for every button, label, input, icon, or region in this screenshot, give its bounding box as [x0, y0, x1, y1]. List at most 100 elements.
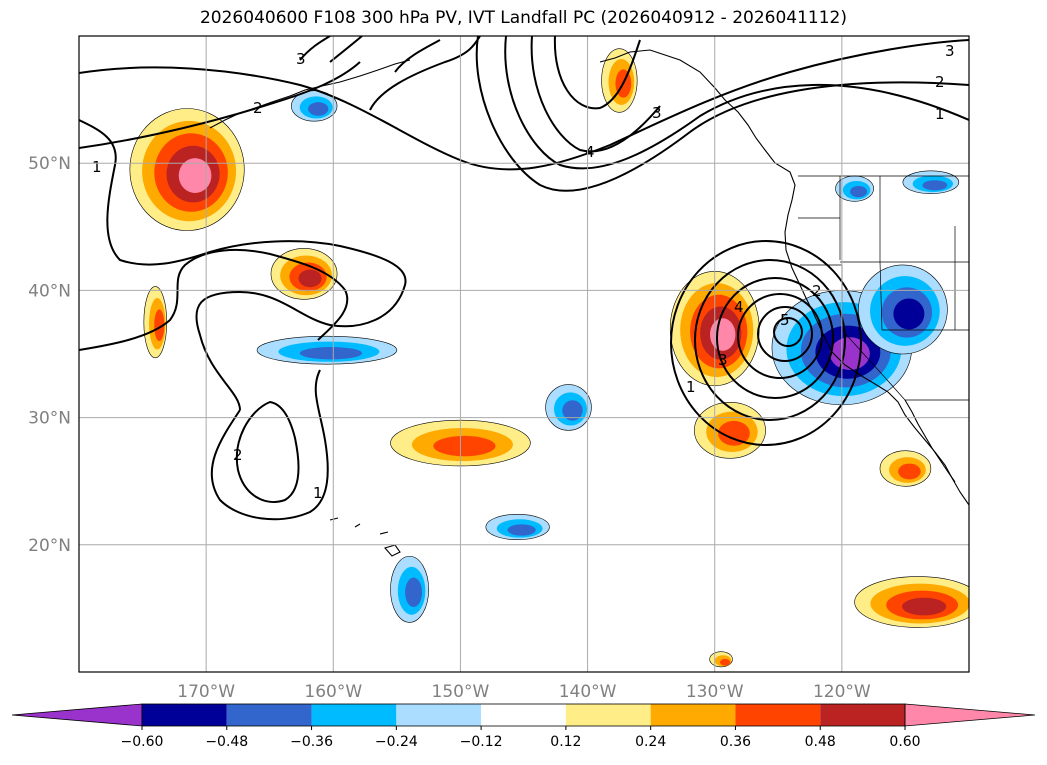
lon-tick-label: 150°W [432, 682, 490, 700]
anomaly-band [299, 346, 363, 360]
colorbar-tick-label: 0.12 [550, 734, 581, 750]
anomaly-band [719, 658, 731, 666]
colorbar-segment [311, 704, 397, 726]
ivt-anomaly-2 [143, 286, 168, 359]
pv-contour-2-west [79, 248, 349, 351]
colorbar-segment [735, 704, 821, 726]
contour-labels: 1 2 3 4 3 2 1 3 2 1 1 3 4 5 2 [92, 42, 955, 502]
colorbar-ticks: −0.60 −0.48 −0.36 −0.24 −0.12 0.12 0.24 0.36 0.4… [121, 726, 921, 750]
colorbar-segment [396, 704, 482, 726]
coastline-baja [904, 399, 956, 483]
colorbar-frame [141, 703, 906, 727]
anomaly-band [433, 435, 496, 457]
contour-label: 3 [296, 50, 306, 68]
pv-contour-upper-4 [504, 36, 969, 170]
pv-contour-1-west [79, 119, 407, 411]
contour-label: 3 [718, 351, 728, 369]
contour-label: 1 [686, 378, 696, 396]
pv-contour-1-loop [210, 369, 329, 521]
colorbar-tick-label: −0.12 [460, 734, 503, 750]
lat-tick-label: 30°N [28, 409, 71, 429]
colorbar-tick-label: 0.48 [805, 734, 836, 750]
colorbar-segment [565, 704, 651, 726]
pv-ring-3 [716, 277, 834, 399]
map-panel: 1 2 3 4 3 2 1 3 2 1 1 3 4 5 2 170°W 160°W… [28, 35, 970, 700]
anomaly-band [898, 463, 921, 480]
anomaly-band [507, 524, 536, 536]
lat-tick-label: 50°N [28, 154, 71, 174]
contour-label: 2 [233, 446, 243, 464]
pv-contour-ak-1 [369, 36, 481, 111]
contour-label: 4 [734, 298, 744, 316]
lon-tick-label: 130°W [686, 682, 744, 700]
ivt-anomaly-8 [545, 384, 592, 431]
anomaly-band [922, 180, 948, 191]
lat-tick-label: 40°N [28, 281, 71, 301]
ivt-anomaly-14 [858, 264, 948, 355]
colorbar-tick-label: −0.24 [375, 734, 418, 750]
colorbar-segment [820, 704, 905, 726]
ivt-anomaly-5 [291, 90, 338, 122]
contour-label: 4 [585, 143, 595, 161]
pv-contour-upper-1 [79, 39, 969, 171]
colorbar-extend-low [11, 703, 143, 727]
colorbar-extend-high [904, 703, 1036, 727]
ivt-anomaly-9 [485, 513, 550, 541]
colorbar-tick-label: −0.60 [121, 734, 164, 750]
ivt-anomaly-6 [601, 48, 638, 113]
gridlines [79, 36, 969, 672]
colorbar-segment [650, 704, 736, 726]
ivt-anomaly-10 [390, 555, 429, 623]
pv-ring-1 [670, 240, 862, 446]
pv-ring-4 [737, 293, 823, 379]
lon-tick-label: 160°W [304, 682, 362, 700]
colorbar-tick-label: 0.60 [889, 734, 920, 750]
contour-label: 2 [935, 73, 945, 91]
anomaly-band [893, 298, 925, 330]
anomaly-band [562, 400, 583, 421]
pv-ring-2 [694, 259, 846, 421]
anomaly-band [710, 318, 736, 351]
ivt-anomaly-19 [709, 651, 733, 668]
chart-title: 2026040600 F108 300 hPa PV, IVT Landfall… [199, 8, 847, 28]
pv-closed-low-rings [670, 240, 862, 446]
contour-label: 1 [935, 105, 945, 123]
ivt-anomaly-16 [902, 170, 960, 195]
colorbar-segment [142, 704, 227, 726]
pv-ring-5 [757, 306, 813, 362]
contour-label: 1 [92, 158, 102, 176]
lon-tick-label: 120°W [813, 682, 871, 700]
lon-tick-label: 170°W [177, 682, 235, 700]
ivt-anomaly-12 [694, 402, 766, 459]
pv-contours [79, 36, 969, 521]
anomaly-band [405, 577, 423, 608]
axis-labels: 170°W 160°W 150°W 140°W 130°W 120°W 50°N 40°N 30… [28, 154, 871, 700]
map-frame [78, 35, 970, 673]
pv-contour-upper-5 [530, 36, 661, 153]
anomaly-band [298, 269, 322, 288]
ivt-anomaly-18 [854, 576, 969, 628]
ivt-anomaly-15 [835, 175, 874, 202]
colorbar-tick-label: 0.24 [635, 734, 666, 750]
colorbar-segment [481, 704, 566, 726]
pv-contour-upper-6 [553, 36, 641, 110]
colorbar-body [11, 703, 1036, 727]
coastline-hawaii [329, 517, 401, 557]
contour-label: 3 [945, 42, 955, 60]
lat-tick-label: 20°N [28, 536, 71, 556]
pv-contour-2-loop [235, 400, 300, 503]
anomaly-band [902, 597, 947, 616]
colorbar-tick-label: −0.36 [290, 734, 333, 750]
pv-contour-ak-3 [299, 36, 331, 61]
anomaly-band [718, 420, 750, 446]
contour-label: 3 [652, 104, 662, 122]
colorbar-segment [226, 704, 312, 726]
contour-label: 1 [313, 484, 323, 502]
anomaly-band [154, 309, 165, 342]
contour-label: 2 [812, 282, 822, 300]
ivt-anomaly-17 [879, 450, 932, 487]
colorbar-tick-label: 0.36 [720, 734, 751, 750]
anomaly-band [178, 158, 212, 194]
pv-contour-ak-2 [394, 39, 441, 73]
colorbar-tick-label: −0.48 [205, 734, 248, 750]
